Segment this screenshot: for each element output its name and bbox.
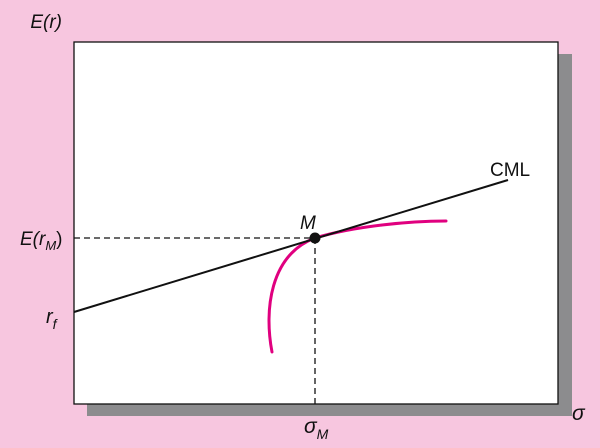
market-point-label: M <box>300 213 316 234</box>
capital-market-line <box>73 179 509 313</box>
cml-label: CML <box>490 160 530 181</box>
market-portfolio-point <box>309 232 321 244</box>
risk-free-rate-label: rf <box>46 306 59 332</box>
expected-return-market-label: E(rM) <box>20 229 63 253</box>
sigma-market-label: σM <box>304 415 329 442</box>
y-axis-label: E(r) <box>30 12 62 33</box>
x-axis-label: σ <box>572 402 586 425</box>
plot-area <box>73 41 559 405</box>
